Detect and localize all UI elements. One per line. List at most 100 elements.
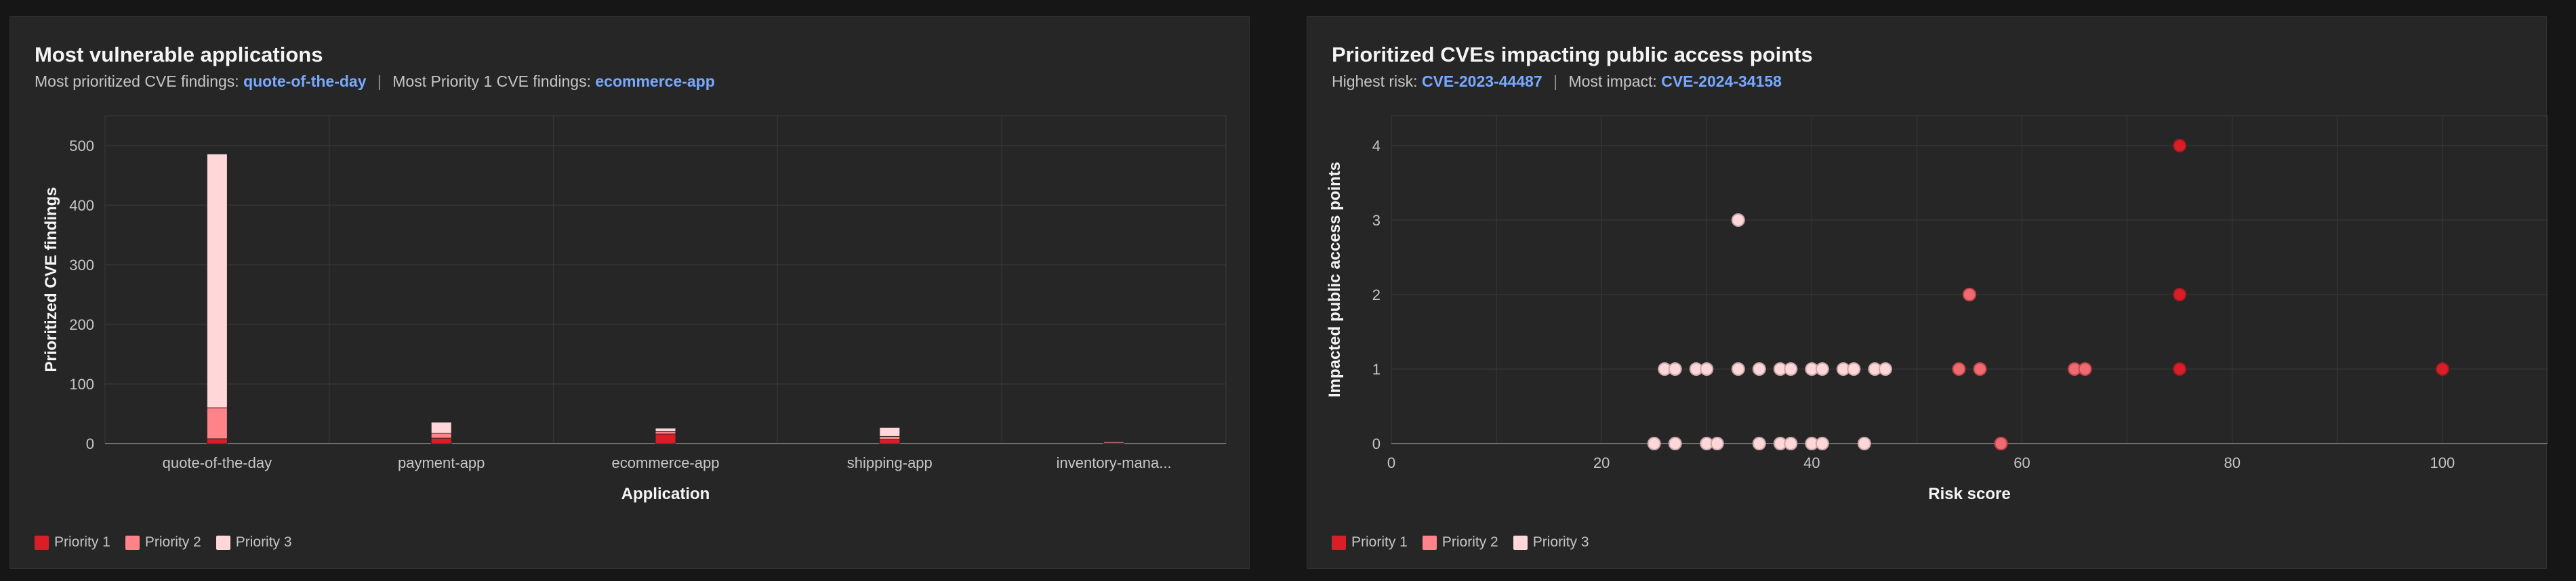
legend-swatch [35, 535, 49, 550]
scatter-point [1784, 437, 1798, 450]
scatter-point [1973, 362, 1987, 376]
scatter-point [1857, 437, 1871, 450]
legend-item-priority-2[interactable]: Priority 2 [125, 534, 201, 551]
bar-segment [879, 439, 901, 444]
scatter-point [1647, 437, 1661, 450]
scatter-point [1963, 288, 1976, 301]
scatter-point [2173, 139, 2187, 152]
x-axis-title: Risk score [1928, 485, 2010, 503]
x-tick-label: quote-of-the-day [163, 454, 272, 471]
y-axis-title: Impacted public access points [1326, 162, 1344, 397]
legend-swatch [1422, 535, 1437, 550]
y-tick-label: 400 [69, 197, 94, 214]
y-tick-label: 4 [1372, 137, 1381, 154]
y-tick-label: 100 [69, 376, 94, 393]
scatter-point [1731, 213, 1745, 227]
scatter-point [2173, 288, 2187, 301]
subtitle-label: Most prioritized CVE findings: [35, 72, 239, 90]
x-tick-label: 20 [1593, 454, 1610, 471]
scatter-point [1878, 362, 1892, 376]
y-tick-label: 1 [1372, 361, 1381, 378]
scatter-point [1731, 362, 1745, 376]
bar-segment [430, 433, 452, 439]
panel-subtitle: Highest risk: CVE-2023-44487 | Most impa… [1332, 72, 1782, 91]
highest-risk-link[interactable]: CVE-2023-44487 [1421, 72, 1542, 90]
x-tick-label: inventory-mana... [1057, 454, 1172, 471]
y-axis-title: Prioritized CVE findings [42, 187, 60, 372]
y-tick-label: 2 [1372, 286, 1381, 303]
scatter-point [1700, 362, 1714, 376]
bar-segment [206, 153, 228, 408]
vulnerable-apps-panel: Most vulnerable applications Most priori… [9, 16, 1250, 569]
legend-swatch [1332, 535, 1346, 550]
scatter-point [1784, 362, 1798, 376]
y-tick-label: 300 [69, 257, 94, 274]
bar-segment [879, 427, 901, 437]
x-tick-label: ecommerce-app [612, 454, 720, 471]
plot-frame [1391, 115, 2548, 444]
scatter-point [1815, 362, 1829, 376]
legend-label: Priority 3 [1532, 534, 1589, 550]
x-tick-label: 100 [2430, 454, 2455, 471]
x-tick-label: 0 [1387, 454, 1395, 471]
legend-label: Priority 2 [1442, 534, 1498, 550]
scatter-point [1668, 362, 1682, 376]
panel-title: Most vulnerable applications [35, 43, 323, 66]
legend-label: Priority 3 [235, 534, 292, 550]
bar-segment [879, 435, 901, 440]
bar-segment [1103, 441, 1125, 444]
scatter-point [1847, 362, 1861, 376]
most-prioritized-link[interactable]: quote-of-the-day [243, 72, 367, 90]
scatter-point [2078, 362, 2092, 376]
subtitle-separator: | [377, 72, 382, 90]
most-impact-link[interactable]: CVE-2024-34158 [1661, 72, 1782, 90]
bar-segment [655, 433, 676, 444]
chart-legend: Priority 1 Priority 2 Priority 3 [1332, 534, 1589, 551]
scatter-point [1752, 362, 1766, 376]
public-access-cves-panel: Prioritized CVEs impacting public access… [1307, 16, 2548, 569]
scatter-point [1710, 437, 1724, 450]
x-axis-title: Application [621, 485, 710, 503]
scatter-point [1752, 437, 1766, 450]
legend-item-priority-2[interactable]: Priority 2 [1422, 534, 1498, 551]
subtitle-separator: | [1553, 72, 1558, 90]
scatter-point [1815, 437, 1829, 450]
y-tick-label: 0 [86, 435, 94, 452]
scatter-point [1668, 437, 1682, 450]
subtitle-label: Highest risk: [1332, 72, 1418, 90]
scatter-point [2173, 362, 2187, 376]
legend-swatch [1513, 535, 1528, 550]
y-tick-label: 0 [1372, 435, 1381, 452]
scatter-point [2435, 362, 2449, 376]
bar-segment [655, 431, 676, 435]
x-tick-label: 80 [2224, 454, 2240, 471]
stacked-bar-chart: 0 100 200 300 400 500 quote-of-the-day payment-… [42, 115, 1227, 503]
panel-subtitle: Most prioritized CVE findings: quote-of-… [35, 72, 715, 91]
legend-item-priority-1[interactable]: Priority 1 [35, 534, 110, 551]
bar-segment [655, 427, 676, 432]
scatter-point [1994, 437, 2008, 450]
legend-swatch [216, 535, 230, 550]
subtitle-label: Most impact: [1568, 72, 1657, 90]
plot-frame [104, 115, 1227, 444]
legend-label: Priority 1 [54, 534, 110, 550]
most-priority1-link[interactable]: ecommerce-app [595, 72, 715, 90]
x-tick-label: 60 [2013, 454, 2030, 471]
legend-label: Priority 2 [144, 534, 201, 550]
legend-item-priority-3[interactable]: Priority 3 [216, 534, 292, 551]
x-tick-label: 40 [1803, 454, 1820, 471]
bar-segment [430, 421, 452, 434]
panel-title: Prioritized CVEs impacting public access… [1332, 43, 1813, 66]
x-tick-label: payment-app [398, 454, 485, 471]
chart-legend: Priority 1 Priority 2 Priority 3 [35, 534, 292, 551]
bar-segment [206, 407, 228, 439]
legend-item-priority-1[interactable]: Priority 1 [1332, 534, 1408, 551]
legend-swatch [125, 535, 140, 550]
legend-item-priority-3[interactable]: Priority 3 [1513, 534, 1589, 551]
subtitle-label: Most Priority 1 CVE findings: [392, 72, 591, 90]
bar-segment [430, 437, 452, 444]
scatter-point [1952, 362, 1966, 376]
bar-segment [206, 438, 228, 444]
y-tick-label: 3 [1372, 212, 1381, 229]
